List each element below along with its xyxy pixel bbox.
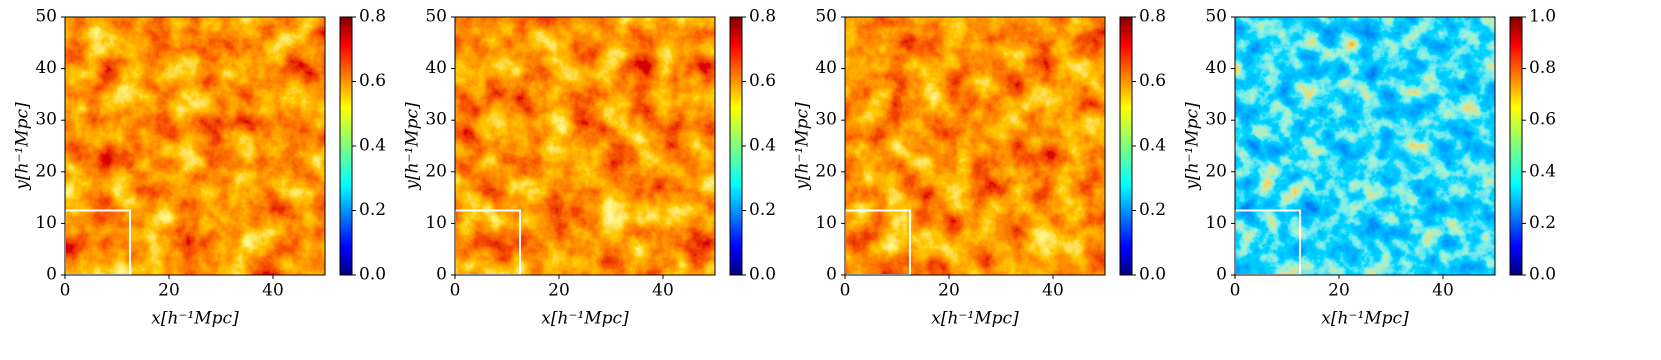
colorbar-tick-label: 0.2: [359, 200, 386, 220]
panel: 0 20 40 0 10 20 30 40 50 x[h⁻¹Mpc] y[h⁻¹Mpc] 0.0 0.2…: [1183, 7, 1557, 329]
colorbar-tick-label: 0.4: [1529, 161, 1556, 181]
y-tick-label: 30: [35, 110, 57, 130]
x-tick-label: 40: [1042, 281, 1064, 301]
y-axis-label: y[h⁻¹Mpc]: [13, 102, 33, 191]
colorbar-tick-label: 0.0: [359, 265, 386, 285]
x-tick-label: 0: [60, 281, 71, 301]
y-tick-label: 20: [1205, 161, 1227, 181]
y-tick-label: 40: [35, 58, 57, 78]
x-axis-label: x[h⁻¹Mpc]: [931, 309, 1019, 329]
x-tick-label: 20: [1328, 281, 1350, 301]
y-tick-label: 40: [1205, 58, 1227, 78]
y-tick-label: 0: [1216, 265, 1227, 285]
y-tick-label: 50: [815, 7, 837, 27]
colorbar-tick-label: 0.4: [749, 136, 776, 156]
x-tick-label: 40: [1432, 281, 1454, 301]
y-tick-label: 50: [1205, 7, 1227, 27]
density-field: [845, 17, 1105, 275]
panel: 0 20 40 0 10 20 30 40 50 x[h⁻¹Mpc] y[h⁻¹Mpc] 0.0 0.2…: [793, 7, 1167, 329]
colorbar-tick-label: 0.6: [1139, 71, 1166, 91]
y-tick-label: 30: [1205, 110, 1227, 130]
density-field: [65, 17, 325, 275]
y-tick-label: 30: [815, 110, 837, 130]
panel: 0 20 40 0 10 20 30 40 50 x[h⁻¹Mpc] y[h⁻¹Mpc] 0.0 0.2…: [403, 7, 777, 329]
y-tick-label: 10: [35, 213, 57, 233]
y-tick-label: 40: [425, 58, 447, 78]
y-tick-label: 20: [425, 161, 447, 181]
colorbar-tick-label: 0.2: [1529, 213, 1556, 233]
colorbar: [339, 16, 353, 276]
y-tick-label: 10: [815, 213, 837, 233]
y-tick-label: 20: [815, 161, 837, 181]
colorbar-tick-label: 0.0: [1139, 265, 1166, 285]
y-tick-label: 40: [815, 58, 837, 78]
density-field: [455, 17, 715, 275]
colorbar-tick-label: 0.2: [1139, 200, 1166, 220]
colorbar-tick-label: 0.4: [1139, 136, 1166, 156]
plot-frame: [454, 16, 716, 276]
colorbar-tick-label: 0.8: [749, 7, 776, 27]
y-tick-label: 0: [46, 265, 57, 285]
colorbar: [1119, 16, 1133, 276]
colorbar-tick-label: 0.8: [359, 7, 386, 27]
colorbar: [729, 16, 743, 276]
x-tick-label: 0: [450, 281, 461, 301]
density-field: [1235, 17, 1495, 275]
colorbar-tick-label: 0.0: [749, 265, 776, 285]
x-tick-label: 20: [548, 281, 570, 301]
x-axis-label: x[h⁻¹Mpc]: [151, 309, 239, 329]
y-tick-label: 10: [1205, 213, 1227, 233]
colorbar-tick-label: 1.0: [1529, 7, 1556, 27]
colorbar-tick-label: 0.8: [1529, 58, 1556, 78]
y-tick-label: 30: [425, 110, 447, 130]
colorbar-tick-label: 0.6: [1529, 110, 1556, 130]
x-tick-label: 40: [262, 281, 284, 301]
colorbar-tick-label: 0.0: [1529, 265, 1556, 285]
x-tick-label: 40: [652, 281, 674, 301]
colorbar-tick-label: 0.8: [1139, 7, 1166, 27]
plot-frame: [844, 16, 1106, 276]
x-tick-label: 0: [1230, 281, 1241, 301]
y-tick-label: 20: [35, 161, 57, 181]
plot-frame: [1234, 16, 1496, 276]
panel: 0 20 40 0 10 20 30 40 50 x[h⁻¹Mpc] y[h⁻¹Mpc] 0.0 0.2…: [13, 7, 387, 329]
colorbar-tick-label: 0.6: [359, 71, 386, 91]
y-tick-label: 0: [826, 265, 837, 285]
x-tick-label: 20: [938, 281, 960, 301]
y-tick-label: 50: [35, 7, 57, 27]
colorbar-tick-label: 0.4: [359, 136, 386, 156]
y-tick-label: 0: [436, 265, 447, 285]
x-axis-label: x[h⁻¹Mpc]: [1321, 309, 1409, 329]
y-axis-label: y[h⁻¹Mpc]: [403, 102, 423, 191]
y-axis-label: y[h⁻¹Mpc]: [1183, 102, 1203, 191]
colorbar: [1509, 16, 1523, 276]
plot-frame: [64, 16, 326, 276]
colorbar-tick-label: 0.6: [749, 71, 776, 91]
colorbar-tick-label: 0.2: [749, 200, 776, 220]
x-axis-label: x[h⁻¹Mpc]: [541, 309, 629, 329]
x-tick-label: 0: [840, 281, 851, 301]
x-tick-label: 20: [158, 281, 180, 301]
y-tick-label: 50: [425, 7, 447, 27]
y-tick-label: 10: [425, 213, 447, 233]
y-axis-label: y[h⁻¹Mpc]: [793, 102, 813, 191]
